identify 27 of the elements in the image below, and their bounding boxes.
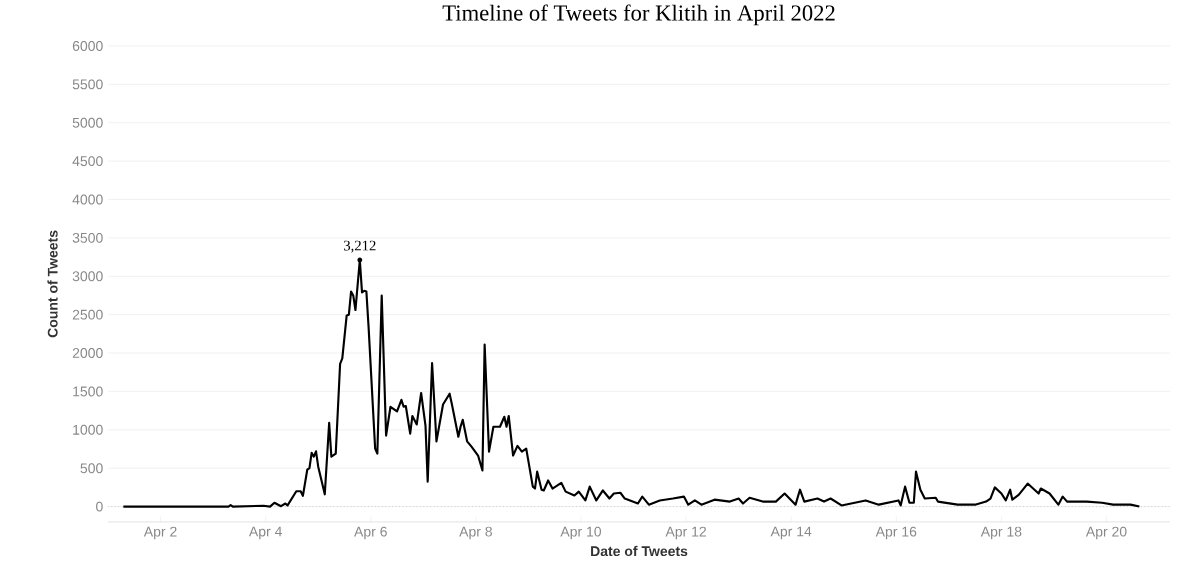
y-tick-label: 500 <box>80 463 103 474</box>
x-tick-label: Apr 6 <box>354 526 387 540</box>
x-tick-label: Apr 2 <box>143 526 177 540</box>
y-tick-label: 1500 <box>73 386 103 397</box>
annotation: 3,212 <box>344 240 376 253</box>
x-tick-label: Apr 16 <box>875 526 917 540</box>
y-tick-label: 5500 <box>72 79 103 90</box>
chart-title: Timeline of Tweets for Klitih in April 2022 <box>442 4 835 26</box>
y-tick-label: 5000 <box>72 117 103 128</box>
y-tick-label: 2500 <box>72 309 103 320</box>
x-tick-label: Apr 10 <box>560 526 602 540</box>
x-tick-label: Apr 8 <box>459 526 492 540</box>
x-tick-label: Apr 14 <box>770 526 812 540</box>
y-tick-label: 1000 <box>73 424 103 435</box>
x-axis-title: Date of Tweets <box>591 545 688 557</box>
x-tick-label: Apr 20 <box>1085 526 1127 540</box>
y-tick-label: 3500 <box>72 232 103 243</box>
y-tick-label: 3000 <box>72 271 103 282</box>
y-tick-label: 4000 <box>72 194 103 205</box>
y-axis-title: Count of Tweets <box>47 230 58 338</box>
y-tick-label: 2000 <box>72 348 103 359</box>
x-tick-label: Apr 12 <box>665 526 706 540</box>
x-tick-label: Apr 18 <box>980 526 1022 540</box>
y-tick-label: 6000 <box>72 41 103 51</box>
x-tick-label: Apr 4 <box>248 526 282 540</box>
y-tick-label: 4500 <box>72 156 103 167</box>
y-tick-label: 0 <box>96 501 103 512</box>
